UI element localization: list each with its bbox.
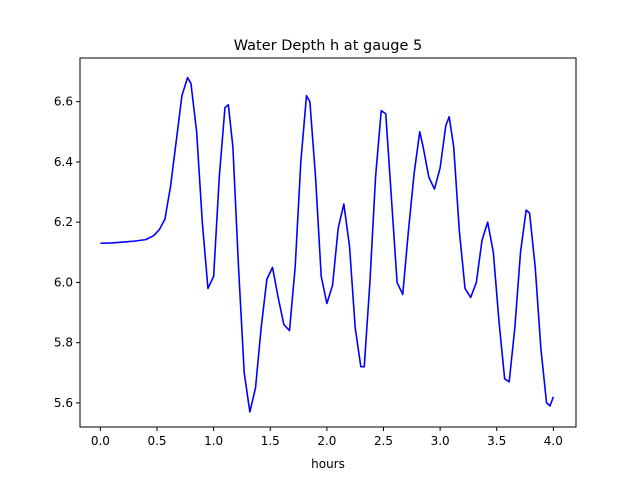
x-tick-label: 1.5 <box>261 434 280 448</box>
series-line-0 <box>100 76 555 413</box>
y-tick-label: 6.4 <box>54 155 73 169</box>
x-axis-label: hours <box>311 457 345 471</box>
x-tick-label: 0.5 <box>147 434 166 448</box>
chart-title: Water Depth h at gauge 5 <box>234 38 422 54</box>
x-tick-label: 4.0 <box>544 434 563 448</box>
y-axis: 5.6 5.8 6.0 6.2 6.4 6.6 <box>54 95 80 410</box>
y-tick-label: 6.6 <box>54 95 73 109</box>
x-tick-label: 2.5 <box>374 434 393 448</box>
y-tick-label: 6.0 <box>54 275 73 289</box>
plot-frame <box>79 57 577 428</box>
x-tick-label: 0.0 <box>91 434 110 448</box>
x-tick-label: 3.0 <box>431 434 450 448</box>
y-tick-label: 6.2 <box>54 215 73 229</box>
x-tick-label: 3.5 <box>487 434 506 448</box>
x-axis: 0.0 0.5 1.0 1.5 2.0 2.5 3.0 3.5 4.0 <box>91 427 563 448</box>
y-tick-label: 5.8 <box>54 336 73 350</box>
x-tick-label: 2.0 <box>317 434 336 448</box>
x-tick-label: 1.0 <box>204 434 223 448</box>
y-tick-label: 5.6 <box>54 396 73 410</box>
series-group <box>100 76 555 413</box>
